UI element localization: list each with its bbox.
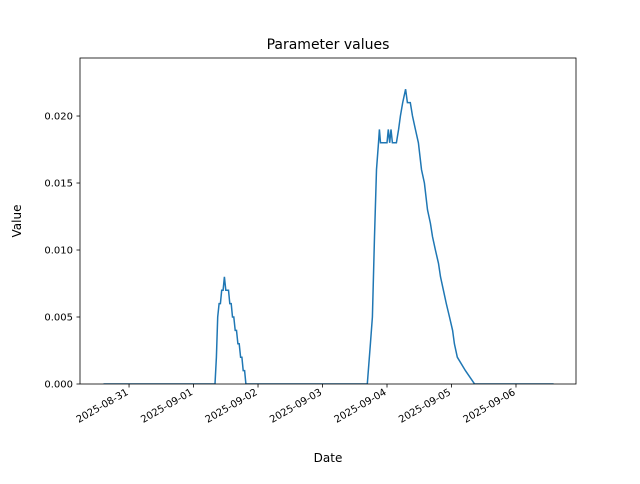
- plot-area: [103, 89, 554, 384]
- y-tick-label: 0.010: [44, 246, 73, 257]
- axes-frame: [79, 57, 577, 385]
- chart-title: Parameter values: [267, 37, 390, 53]
- y-tick-label: 0.000: [44, 380, 73, 391]
- series-line: [103, 89, 554, 384]
- y-axis-label: Value: [10, 205, 24, 238]
- y-tick-label: 0.005: [44, 313, 73, 324]
- y-tick-label: 0.020: [44, 112, 73, 123]
- y-tick-label: 0.015: [44, 179, 73, 190]
- x-axis-label: Date: [314, 451, 343, 465]
